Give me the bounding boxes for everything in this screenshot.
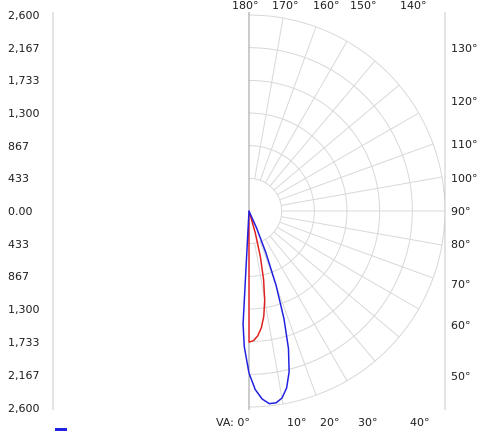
series-curve-1	[242, 210, 290, 405]
angle-tick-label: 40°	[410, 416, 430, 429]
angle-tick-label: 30°	[358, 416, 378, 429]
angle-tick-label: 170°	[272, 0, 299, 12]
angle-tick-label: 120°	[451, 95, 478, 108]
angle-tick-label: 150°	[350, 0, 377, 12]
grid-spoke-80	[281, 216, 443, 246]
grid-spoke-170	[254, 17, 284, 179]
angle-tick-label: 100°	[451, 172, 478, 185]
grid-spoke-130	[273, 84, 400, 191]
grid-spoke-40	[269, 235, 376, 362]
radial-tick-label: 2,167	[8, 369, 40, 382]
radial-tick-label: 0.00	[8, 205, 33, 218]
grid-spoke-20	[259, 241, 317, 396]
radial-tick-label: 1,300	[8, 303, 40, 316]
angle-tick-label: 60°	[451, 319, 471, 332]
radial-tick-label: 2,167	[8, 42, 40, 55]
angle-tick-label: 20°	[320, 416, 340, 429]
radial-tick-label: 1,300	[8, 107, 40, 120]
radial-tick-label: 433	[8, 238, 29, 251]
radial-tick-label: 867	[8, 270, 29, 283]
radial-tick-label: 2,600	[8, 9, 40, 22]
angle-tick-label: 130°	[451, 42, 478, 55]
radial-tick-label: 1,733	[8, 74, 40, 87]
grid-spoke-70	[279, 221, 434, 279]
angle-tick-label: 90°	[451, 205, 471, 218]
grid-spoke-50	[273, 231, 400, 338]
polar-grid	[52, 12, 446, 410]
angle-tick-label: 140°	[400, 0, 427, 12]
series-curve-0	[248, 210, 266, 343]
grid-spoke-140	[269, 60, 376, 187]
angle-tick-labels: 180° 170° 160° 150° 140° 130° 120° 110° 100° 90° 8…	[216, 0, 478, 429]
radial-tick-label: 1,733	[8, 336, 40, 349]
grid-spoke-150	[264, 41, 348, 183]
radial-tick-label: 867	[8, 140, 29, 153]
series-curves	[242, 210, 290, 405]
angle-tick-label: VA: 0°	[216, 416, 250, 429]
angle-tick-label: 10°	[287, 416, 307, 429]
angle-tick-label: 180°	[232, 0, 259, 12]
angle-tick-label: 110°	[451, 138, 478, 151]
grid-spoke-100	[281, 176, 443, 206]
grid-spoke-160	[259, 26, 317, 181]
angle-tick-label: 160°	[313, 0, 340, 12]
angle-tick-label: 50°	[451, 370, 471, 383]
radial-tick-labels: 2,600 2,167 1,733 1,300 867 433 0.00 433 867 1,30…	[8, 9, 40, 415]
radial-tick-label: 433	[8, 172, 29, 185]
grid-spoke-120	[277, 112, 419, 196]
angle-tick-label: 70°	[451, 278, 471, 291]
grid-spoke-30	[264, 239, 348, 381]
angle-tick-label: 80°	[451, 238, 471, 251]
grid-spoke-110	[279, 143, 434, 201]
legend-swatch	[55, 428, 67, 431]
grid-spoke-60	[277, 226, 419, 310]
grid-spoke-10	[254, 243, 284, 405]
radial-tick-label: 2,600	[8, 402, 40, 415]
